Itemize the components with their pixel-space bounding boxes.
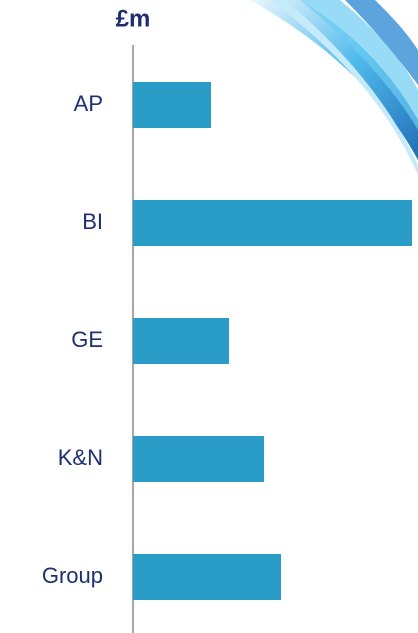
bar <box>133 554 281 600</box>
y-tick-label: AP <box>74 91 103 116</box>
y-tick-label: BI <box>82 209 103 234</box>
y-tick-label: GE <box>71 327 103 352</box>
bar <box>133 318 229 364</box>
bar <box>133 82 211 128</box>
y-tick-label: Group <box>42 563 103 588</box>
bar <box>133 436 264 482</box>
y-tick-label: K&N <box>58 445 103 470</box>
chart-title: £m <box>116 5 151 32</box>
decoration <box>250 0 418 175</box>
bar <box>133 200 412 246</box>
